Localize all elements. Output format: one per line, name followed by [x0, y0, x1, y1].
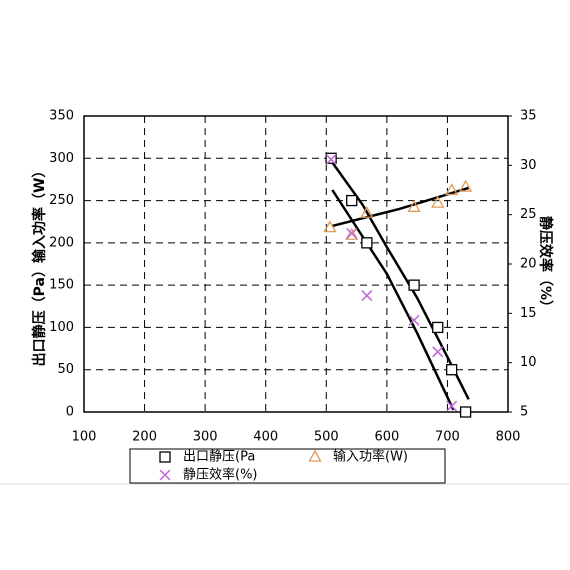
marker-square	[361, 237, 373, 249]
marker-triangle	[360, 205, 374, 218]
marker-cross	[432, 346, 444, 358]
legend-label: 出口静压(Pa	[183, 450, 255, 465]
marker-square	[408, 279, 420, 291]
marker-square	[432, 321, 444, 334]
y-tick-label: 0	[66, 405, 74, 420]
legend-label: 静压效率(%)	[183, 467, 258, 483]
y-tick-label: 200	[49, 235, 74, 250]
marker-triangle	[345, 227, 359, 240]
x-tick-label: 500	[314, 430, 339, 445]
y2-tick-label: 20	[520, 257, 537, 272]
x-tick-label: 600	[374, 430, 399, 445]
marker-triangle	[445, 183, 459, 196]
marker-square	[325, 152, 337, 164]
y-tick-label: 300	[49, 151, 74, 166]
plot-frame	[83, 115, 509, 413]
x-tick-label: 400	[253, 430, 278, 445]
x-tick-label: 700	[435, 430, 460, 445]
marker-triangle	[323, 220, 337, 233]
marker-triangle	[459, 179, 473, 192]
x-tick-label: 200	[132, 430, 157, 445]
marker-cross	[446, 400, 458, 412]
legend-box	[129, 448, 446, 484]
marker-cross	[346, 227, 358, 239]
y2-tick-label: 5	[520, 405, 528, 420]
marker-triangle	[308, 449, 322, 462]
x-tick-label: 800	[496, 430, 521, 445]
marker-square	[459, 406, 472, 418]
marker-cross	[159, 469, 171, 481]
marker-square	[446, 364, 458, 376]
y2-axis-label: 静压效率（%）	[537, 216, 554, 314]
marker-triangle	[407, 199, 421, 212]
y2-tick-label: 25	[520, 207, 537, 222]
marker-cross	[408, 314, 420, 326]
trend-line	[331, 189, 455, 411]
marker-triangle	[431, 195, 445, 208]
y-tick-label: 50	[57, 362, 74, 377]
y-axis-label: 出口静压（Pa）输入功率（W）	[31, 164, 48, 367]
y-tick-label: 150	[49, 278, 74, 293]
y-tick-label: 250	[49, 193, 74, 208]
y2-tick-label: 10	[520, 355, 537, 370]
y-tick-label: 100	[49, 320, 74, 335]
y2-tick-label: 30	[520, 158, 537, 173]
marker-cross	[361, 290, 373, 302]
y-tick-label: 350	[49, 109, 74, 124]
x-tick-label: 100	[72, 430, 97, 445]
x-tick-label: 300	[193, 430, 218, 445]
marker-square	[159, 451, 171, 463]
y2-tick-label: 35	[520, 109, 537, 124]
marker-square	[346, 194, 358, 207]
y2-tick-label: 15	[520, 306, 537, 321]
marker-cross	[325, 153, 337, 165]
legend-label: 输入功率(W)	[333, 449, 408, 465]
